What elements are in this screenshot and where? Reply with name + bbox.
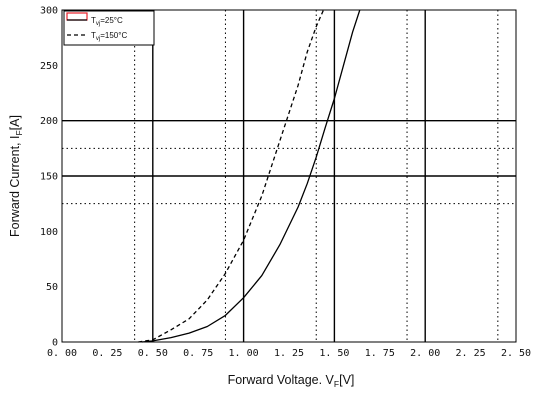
legend-label-25c: Tvj=25°C <box>91 16 123 27</box>
legend: Tvj=25°C Tvj=150°C <box>63 10 155 46</box>
data-series <box>138 9 361 343</box>
y-tick-label: 0 <box>52 338 58 349</box>
y-tick-label: 200 <box>40 116 58 127</box>
x-tick-label: 0. 25 <box>92 348 122 359</box>
y-tick-label: 100 <box>40 227 58 238</box>
x-tick-label: 1. 00 <box>229 348 259 359</box>
x-tick-label: 2. 00 <box>410 348 440 359</box>
x-tick-label: 0. 00 <box>47 348 77 359</box>
series-line-0 <box>141 9 361 343</box>
x-axis-title: Forward Voltage. VF[V] <box>228 373 355 389</box>
x-tick-label: 0. 50 <box>138 348 168 359</box>
y-tick-label: 150 <box>40 172 58 183</box>
y-tick-label: 50 <box>46 282 58 293</box>
legend-label-150c: Tvj=150°C <box>91 31 127 42</box>
plot-area-frame <box>61 9 517 343</box>
x-tick-label: 0. 75 <box>183 348 213 359</box>
x-tick-label: 1. 50 <box>319 348 349 359</box>
y-axis-title: Forward Current, IF[A] <box>8 115 24 237</box>
legend-box <box>63 10 155 46</box>
x-tick-label: 1. 25 <box>274 348 304 359</box>
series-line-1 <box>138 9 325 343</box>
y-tick-label: 300 <box>40 6 58 17</box>
x-tick-label: 2. 50 <box>501 348 531 359</box>
grid-lines <box>62 10 516 342</box>
x-tick-label: 1. 75 <box>365 348 395 359</box>
x-tick-label: 2. 25 <box>456 348 486 359</box>
x-tick-labels: 0. 00 0. 25 0. 50 0. 75 1. 00 1. 25 1. 50 1. 75… <box>47 348 531 359</box>
y-tick-labels: 0 50 100 150 200 250 300 <box>40 6 58 349</box>
y-tick-label: 250 <box>40 61 58 72</box>
